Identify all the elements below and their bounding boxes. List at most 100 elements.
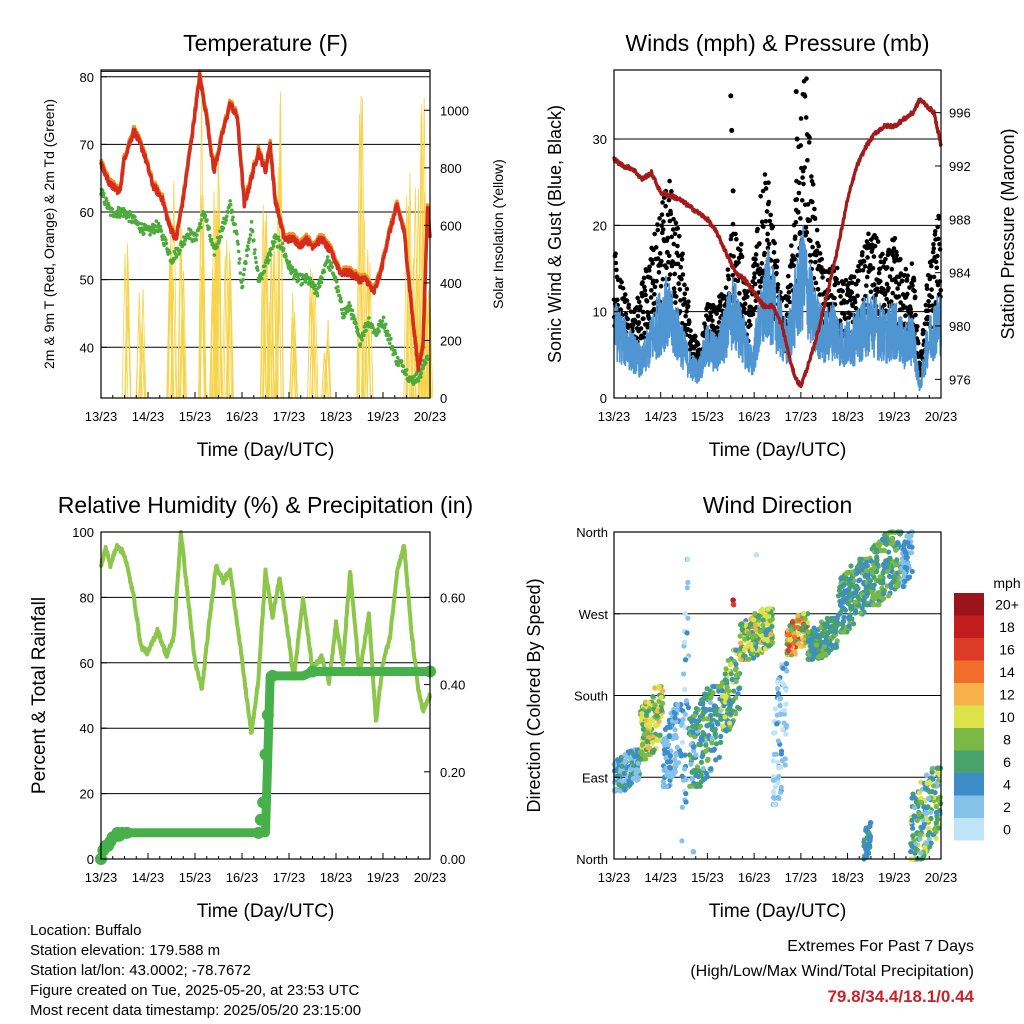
- gust-point: [798, 143, 804, 148]
- gust-point: [667, 272, 673, 277]
- dewpoint-point: [226, 210, 230, 215]
- y-right-tick-label: 992: [949, 159, 971, 174]
- dewpoint-point: [245, 244, 250, 248]
- dewpoint-point: [217, 238, 222, 243]
- dewpoint-point: [116, 208, 120, 213]
- direction-point: [682, 711, 688, 717]
- direction-point: [713, 757, 719, 763]
- direction-point: [881, 587, 887, 594]
- gust-point: [666, 276, 671, 282]
- dewpoint-point: [253, 248, 257, 252]
- latlon-text: Station lat/lon: 43.0002; -78.7672: [30, 962, 252, 979]
- dewpoint-point: [241, 277, 245, 282]
- direction-point: [673, 752, 679, 758]
- direction-point: [909, 817, 915, 823]
- direction-point: [845, 600, 851, 606]
- direction-point: [667, 759, 674, 765]
- direction-point: [791, 634, 798, 640]
- direction-point: [772, 730, 778, 736]
- direction-point: [621, 770, 627, 777]
- direction-point: [837, 598, 843, 605]
- direction-point: [745, 656, 751, 662]
- direction-point: [679, 773, 685, 779]
- direction-point: [922, 785, 928, 791]
- direction-point: [903, 555, 909, 561]
- direction-point: [628, 780, 634, 786]
- direction-point: [780, 682, 787, 688]
- gust-point: [737, 291, 742, 296]
- gust-point: [784, 303, 789, 309]
- gust-point: [658, 262, 664, 268]
- y-right-tick-label: 0.40: [440, 678, 465, 693]
- direction-point: [612, 762, 618, 768]
- direction-point: [851, 621, 857, 627]
- gust-point: [672, 231, 678, 237]
- dewpoint-point: [178, 248, 182, 253]
- direction-point: [813, 642, 820, 648]
- gust-point: [642, 284, 647, 290]
- direction-point: [801, 622, 807, 628]
- dewpoint-point: [155, 224, 160, 228]
- direction-point: [749, 646, 756, 653]
- dewpoint-point: [255, 265, 260, 269]
- dewpoint-point: [338, 296, 343, 301]
- x-tick-label: 17/23: [785, 870, 818, 885]
- colorbar-swatch: [954, 615, 984, 638]
- direction-point: [709, 722, 715, 729]
- direction-point: [691, 744, 697, 750]
- direction-point: [933, 835, 939, 842]
- gust-point: [835, 280, 841, 286]
- dewpoint-point: [389, 336, 393, 341]
- direction-point: [852, 599, 858, 605]
- direction-point: [679, 838, 685, 844]
- solar-spike: [223, 239, 230, 399]
- gust-point: [763, 219, 769, 224]
- dewpoint-point: [241, 272, 246, 277]
- gust-point: [652, 231, 657, 237]
- direction-point: [928, 809, 934, 815]
- gust-point: [745, 289, 750, 294]
- dewpoint-point: [223, 221, 227, 225]
- gust-point: [766, 180, 771, 185]
- dewpoint-point: [237, 257, 242, 261]
- solar-spike: [277, 91, 284, 399]
- x-axis-label: Time (Day/UTC): [709, 440, 847, 461]
- direction-point: [639, 750, 645, 757]
- dewpoint-point: [268, 253, 273, 257]
- direction-point: [769, 639, 775, 645]
- dewpoint-point: [198, 221, 203, 226]
- y-tick-label: 80: [80, 70, 94, 85]
- dewpoint-point: [237, 261, 241, 265]
- gust-point: [672, 271, 678, 277]
- dewpoint-point: [263, 264, 267, 268]
- dewpoint-point: [348, 304, 353, 308]
- gust-point: [810, 244, 815, 250]
- gust-point: [755, 262, 760, 268]
- gust-point: [875, 289, 880, 295]
- gust-point: [932, 228, 938, 234]
- gust-point: [714, 311, 719, 316]
- gust-point: [665, 249, 670, 255]
- gust-point: [765, 237, 770, 243]
- direction-point: [639, 715, 645, 721]
- created-text: Figure created on Tue, 2025-05-20, at 23…: [30, 982, 360, 999]
- x-tick-label: 19/23: [878, 870, 911, 885]
- gust-point: [675, 243, 680, 249]
- dewpoint-point: [101, 194, 106, 199]
- y-tick-label: 80: [80, 590, 94, 605]
- gust-point: [741, 306, 747, 311]
- direction-point: [894, 557, 900, 563]
- gust-point: [693, 334, 698, 339]
- direction-point: [853, 589, 859, 595]
- direction-point: [656, 685, 662, 691]
- colorbar: mph 0 2 4 6 8 10 12 14 16 18 20+: [954, 575, 1021, 841]
- y-right-tick-label: 1000: [440, 103, 469, 118]
- gust-point: [762, 250, 767, 256]
- direction-point: [731, 688, 737, 694]
- gust-point: [731, 254, 736, 259]
- gust-point: [796, 190, 802, 196]
- gust-point: [847, 298, 853, 303]
- dewpoint-point: [215, 245, 219, 249]
- direction-point: [718, 739, 724, 745]
- gust-point: [886, 285, 891, 291]
